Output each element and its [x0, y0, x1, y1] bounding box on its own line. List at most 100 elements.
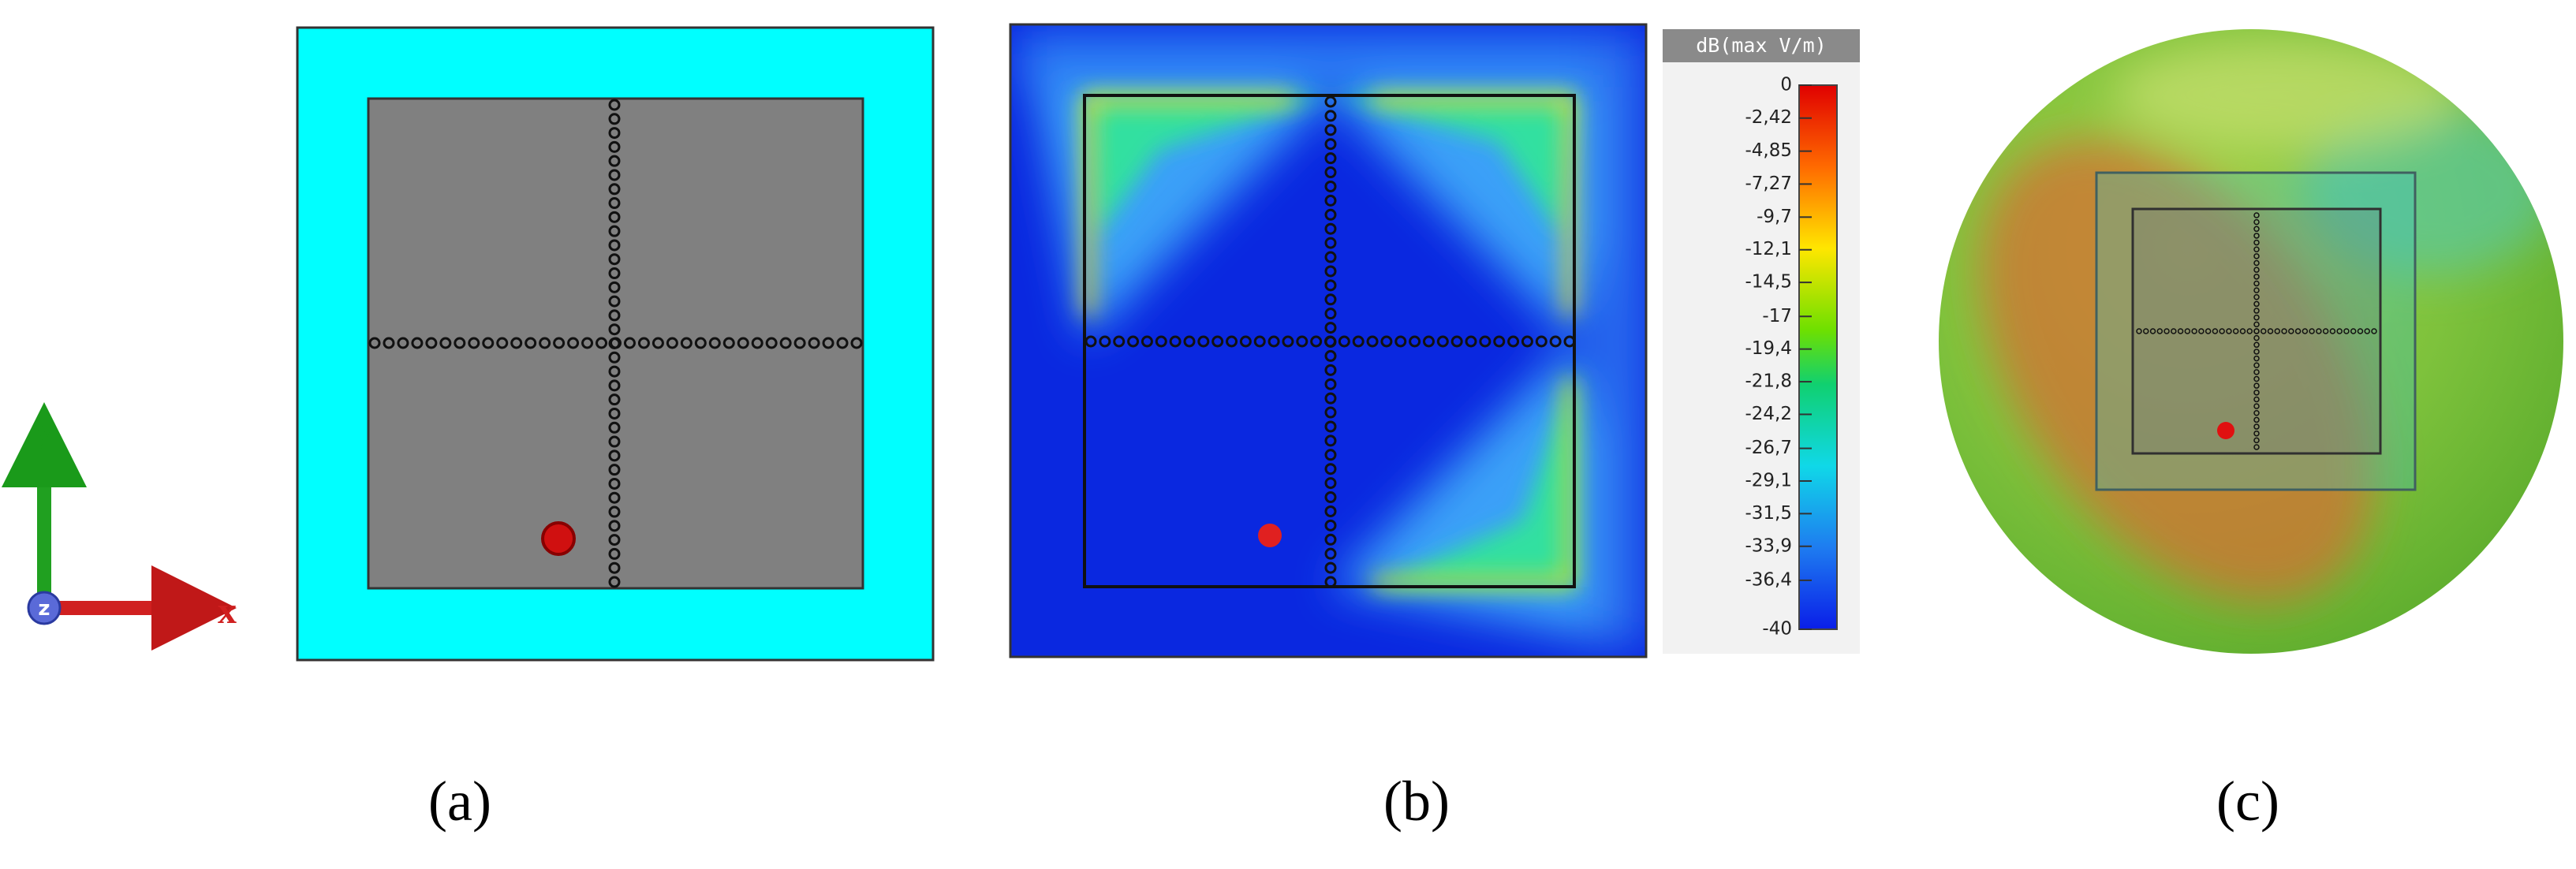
- caption-c: (c): [2216, 770, 2279, 833]
- via: [2322, 328, 2329, 334]
- via: [1549, 335, 1562, 348]
- via: [411, 337, 424, 349]
- via: [1338, 335, 1350, 348]
- via: [2253, 382, 2260, 389]
- caption-a: (a): [428, 770, 491, 833]
- via: [1493, 335, 1506, 348]
- via: [1366, 335, 1379, 348]
- via: [822, 337, 834, 349]
- via: [1324, 519, 1337, 531]
- via: [608, 491, 621, 504]
- via: [1324, 265, 1337, 278]
- via: [1226, 335, 1238, 348]
- via: [1324, 561, 1337, 574]
- via: [1380, 335, 1393, 348]
- via: [2226, 328, 2232, 334]
- via: [1267, 335, 1280, 348]
- colorbar-gradient: [1798, 84, 1838, 630]
- feed-point: [541, 521, 576, 556]
- via: [439, 337, 452, 349]
- via: [2253, 308, 2260, 314]
- via: [651, 337, 664, 349]
- via: [2274, 328, 2281, 334]
- via: [2309, 328, 2315, 334]
- via: [2253, 328, 2260, 334]
- via: [397, 337, 409, 349]
- x-label: x: [218, 590, 237, 632]
- via: [2253, 239, 2260, 246]
- via: [1324, 251, 1337, 263]
- z-label: z: [38, 597, 50, 621]
- via: [608, 323, 621, 336]
- via: [808, 337, 820, 349]
- colorbar-title: dB(max V/m): [1696, 34, 1827, 57]
- via: [1099, 335, 1111, 348]
- via: [1085, 335, 1097, 348]
- via: [1324, 152, 1337, 165]
- colorbar-tick-label: -29,1: [1745, 470, 1792, 490]
- via: [751, 337, 763, 349]
- via: [2253, 253, 2260, 259]
- via: [608, 113, 621, 125]
- via: [525, 337, 537, 349]
- via: [1394, 335, 1407, 348]
- via: [2288, 328, 2294, 334]
- via: [608, 239, 621, 252]
- via: [2177, 328, 2184, 334]
- via: [608, 520, 621, 532]
- via: [608, 140, 621, 153]
- via: [608, 338, 621, 349]
- via: [1324, 138, 1337, 151]
- via: [608, 281, 621, 293]
- axis-triad: y x z: [2, 402, 237, 651]
- via: [2253, 341, 2260, 349]
- via: [2253, 226, 2260, 233]
- via: [765, 337, 778, 349]
- via-rows: [2136, 212, 2377, 450]
- y-label: y: [35, 408, 54, 450]
- via: [1324, 222, 1337, 235]
- via: [608, 505, 621, 518]
- via: [608, 421, 621, 434]
- via: [2253, 423, 2260, 430]
- via: [608, 309, 621, 322]
- via: [2253, 246, 2260, 252]
- via: [482, 337, 495, 349]
- panel-c: [1939, 29, 2563, 654]
- via: [1324, 449, 1337, 461]
- via: [1535, 335, 1547, 348]
- via: [637, 337, 650, 349]
- via: [836, 337, 849, 349]
- via: [2294, 328, 2302, 334]
- via: [608, 211, 621, 223]
- colorbar-tick-label: 0: [1780, 75, 1792, 95]
- via: [2143, 328, 2149, 334]
- colorbar-title-bar: [1663, 29, 1860, 62]
- via: [1324, 95, 1337, 108]
- via: [2253, 444, 2260, 450]
- panel-b: [1009, 23, 1648, 658]
- via: [608, 477, 621, 490]
- via: [1450, 335, 1463, 348]
- via: [1563, 335, 1576, 348]
- via: [1324, 420, 1337, 433]
- via: [2253, 212, 2260, 218]
- via: [1324, 322, 1337, 334]
- via: [2246, 328, 2253, 334]
- via: [553, 337, 566, 349]
- via: [1324, 194, 1337, 207]
- via: [2253, 321, 2260, 328]
- via: [1127, 335, 1140, 348]
- via: [608, 576, 621, 588]
- via: [1324, 463, 1337, 476]
- via: [2163, 328, 2170, 334]
- via: [510, 337, 523, 349]
- via: [2136, 328, 2142, 334]
- via: [2253, 294, 2260, 300]
- via: [581, 337, 594, 349]
- via: [2239, 328, 2246, 334]
- via: [1296, 335, 1309, 348]
- via: [1113, 335, 1126, 348]
- via: [2171, 328, 2177, 334]
